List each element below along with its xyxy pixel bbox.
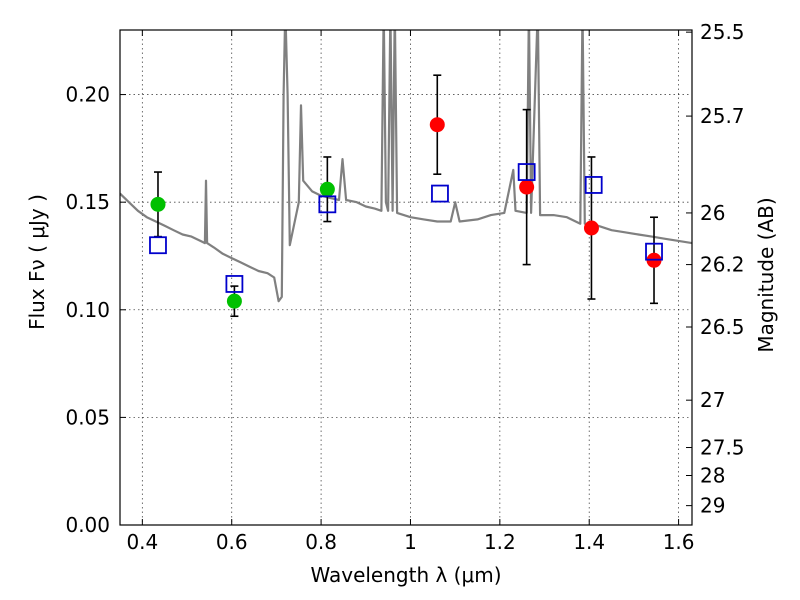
data-point [519, 179, 535, 195]
right-tick-label: 25.5 [700, 20, 745, 44]
model-point [431, 184, 449, 203]
grid [120, 30, 692, 526]
data-points [149, 74, 663, 318]
x-tick-label: 0.8 [305, 530, 337, 554]
data-point [319, 181, 335, 197]
model-spectrum [120, 30, 692, 303]
x-tick-label: 1 [404, 530, 417, 554]
model-point [225, 275, 244, 293]
right-tick-label: 28 [700, 464, 725, 488]
model-point [149, 236, 167, 255]
x-axis-title: Wavelength λ (μm) [310, 563, 501, 587]
data-point [583, 220, 599, 236]
y-tick-label: 0.15 [65, 190, 110, 214]
x-tick-label: 0.4 [126, 530, 158, 554]
x-tick-label: 1.6 [663, 530, 695, 554]
data-point [429, 117, 445, 133]
plot-frame [119, 29, 693, 526]
right-tick-label: 25.7 [700, 104, 745, 128]
right-tick-label: 27 [700, 388, 725, 412]
x-tick-label: 1.2 [484, 530, 516, 554]
plot-background [120, 30, 692, 525]
y-tick-label: 0.10 [65, 298, 110, 322]
y-axis-title: Flux Fν ( μJy ) [25, 194, 49, 330]
data-point [226, 293, 242, 309]
x-tick-label: 0.6 [216, 530, 248, 554]
right-tick-label: 26.2 [700, 253, 745, 277]
right-tick-label: 29 [700, 494, 725, 518]
spectrum-line [120, 30, 692, 303]
axis-ticks: 0.4 0.6 0.8 1 1.2 1.4 1.6 0.00 0.05 0.10 0.15 0.20 2… [65, 20, 744, 554]
right-tick-label: 26 [700, 201, 725, 225]
right-tick-label: 26.5 [700, 315, 745, 339]
right-tick-label: 27.5 [700, 436, 745, 460]
data-point [150, 196, 166, 212]
model-point [584, 176, 603, 194]
y-tick-label: 0.05 [65, 405, 110, 429]
model-point [318, 195, 337, 214]
x-tick-label: 1.4 [573, 530, 605, 554]
model-point [517, 163, 536, 181]
y-tick-label: 0.00 [65, 513, 110, 537]
y-tick-label: 0.20 [65, 83, 110, 107]
right-axis-title: Magnitude (AB) [754, 197, 778, 352]
model-point [645, 242, 663, 261]
